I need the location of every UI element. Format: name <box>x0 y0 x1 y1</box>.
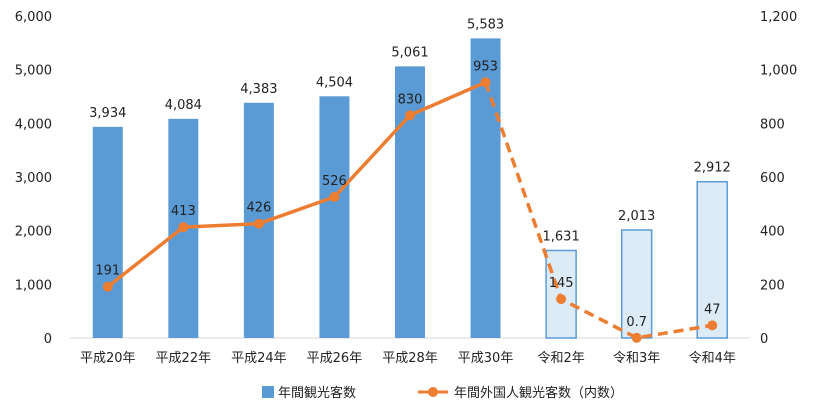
line-data-label: 830 <box>398 92 423 107</box>
line-point <box>707 320 718 331</box>
x-axis-tick-label: 平成26年 <box>307 351 363 366</box>
line-data-label: 413 <box>171 204 196 219</box>
right-axis-tick-label: 200 <box>760 278 785 293</box>
line-data-label: 191 <box>95 264 120 279</box>
right-axis-ticks: 0 200 400 600 800 1,000 1,200 <box>760 10 797 347</box>
bar-data-label: 2,013 <box>618 209 655 224</box>
x-axis-tick-label: 令和3年 <box>613 351 660 366</box>
x-axis-tick-label: 平成20年 <box>80 351 136 366</box>
line-series <box>102 77 718 343</box>
bar-data-labels: 3,934 4,084 4,383 4,504 5,061 5,583 1,631 2,013… <box>89 17 731 244</box>
x-axis-ticks: 平成20年 平成22年 平成24年 平成26年 平成28年 平成30年 令和2年 令和3年 令和… <box>80 351 736 366</box>
right-axis-tick-label: 1,000 <box>760 64 797 79</box>
bar <box>92 126 123 338</box>
legend-bar-swatch <box>262 386 274 398</box>
line-data-label: 953 <box>473 59 498 74</box>
left-axis-tick-label: 1,000 <box>15 278 52 293</box>
line-data-label: 47 <box>704 302 721 317</box>
right-axis-tick-label: 600 <box>760 171 785 186</box>
left-axis-ticks: 0 1,000 2,000 3,000 4,000 5,000 6,000 <box>15 10 52 347</box>
legend: 年間観光客数 年間外国人観光客数（内数） <box>262 385 623 401</box>
legend-bar-label: 年間観光客数 <box>278 385 356 401</box>
right-axis-tick-label: 1,200 <box>760 10 797 25</box>
line-point <box>253 218 264 229</box>
bar-data-label: 5,061 <box>391 45 428 60</box>
bar <box>319 96 350 338</box>
line-data-label: 145 <box>549 276 574 291</box>
bar-data-label: 4,383 <box>240 82 277 97</box>
x-axis-tick-label: 平成28年 <box>382 351 438 366</box>
line-solid-segment <box>106 80 487 289</box>
bar-data-label: 4,084 <box>165 98 202 113</box>
left-axis-tick-label: 6,000 <box>15 10 52 25</box>
line-data-label: 426 <box>246 201 271 216</box>
x-axis-tick-label: 令和4年 <box>689 351 736 366</box>
x-axis-tick-label: 平成22年 <box>156 351 212 366</box>
line-point <box>556 294 567 305</box>
line-data-label: 526 <box>322 174 347 189</box>
left-axis-tick-label: 0 <box>44 332 52 347</box>
line-point <box>329 191 340 202</box>
line-point <box>631 332 642 343</box>
right-axis-tick-label: 800 <box>760 117 785 132</box>
left-axis-tick-label: 2,000 <box>15 225 52 240</box>
line-dashed-segment <box>483 81 713 340</box>
line-point <box>405 110 415 121</box>
x-axis-tick-label: 平成30年 <box>458 351 514 366</box>
line-data-label: 0.7 <box>626 315 647 330</box>
bar <box>696 180 728 339</box>
left-axis-tick-label: 3,000 <box>15 171 52 186</box>
left-axis-tick-label: 4,000 <box>15 117 52 132</box>
x-axis-tick-label: 平成24年 <box>231 351 287 366</box>
left-axis-tick-label: 5,000 <box>15 64 52 79</box>
line-data-labels: 191 413 426 526 830 953 145 0.7 47 <box>95 59 720 330</box>
bar-series <box>92 38 728 339</box>
bar-data-label: 5,583 <box>467 17 504 32</box>
x-axis-tick-label: 令和2年 <box>537 351 584 366</box>
bar-data-label: 3,934 <box>89 106 126 121</box>
legend-line-marker <box>428 387 438 397</box>
legend-line-label: 年間外国人観光客数（内数） <box>454 385 623 401</box>
right-axis-tick-label: 400 <box>760 225 785 240</box>
line-point <box>102 281 113 292</box>
bar-data-label: 4,504 <box>316 75 353 90</box>
bar-data-label: 2,912 <box>694 161 731 176</box>
line-point <box>178 222 189 233</box>
bar-data-label: 1,631 <box>543 229 580 244</box>
line-point <box>480 77 491 88</box>
right-axis-tick-label: 0 <box>760 332 768 347</box>
